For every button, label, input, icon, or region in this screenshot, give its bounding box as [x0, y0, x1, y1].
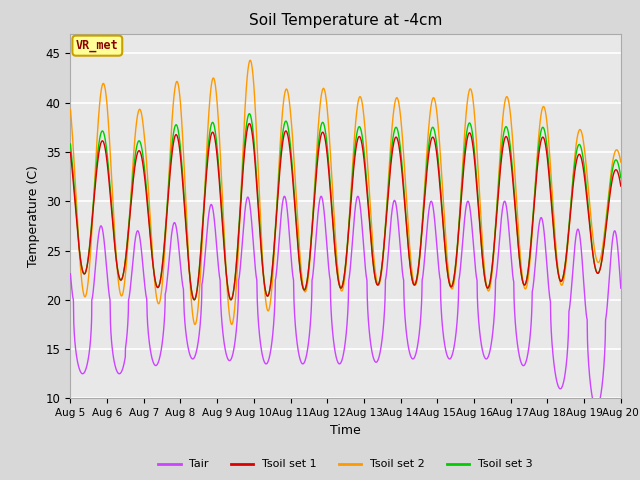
Y-axis label: Temperature (C): Temperature (C) — [28, 165, 40, 267]
Legend: Tair, Tsoil set 1, Tsoil set 2, Tsoil set 3: Tair, Tsoil set 1, Tsoil set 2, Tsoil se… — [154, 455, 538, 474]
Text: VR_met: VR_met — [76, 39, 118, 52]
Title: Soil Temperature at -4cm: Soil Temperature at -4cm — [249, 13, 442, 28]
X-axis label: Time: Time — [330, 424, 361, 437]
